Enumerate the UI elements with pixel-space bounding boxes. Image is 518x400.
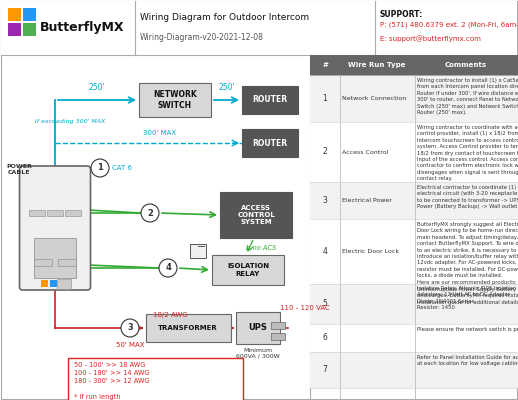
Text: E: support@butterflymx.com: E: support@butterflymx.com	[380, 35, 481, 42]
Text: 3: 3	[323, 196, 327, 205]
Bar	[242, 86, 298, 114]
Bar	[23, 8, 36, 21]
Bar	[220, 192, 292, 238]
Text: ACCESS
CONTROL
SYSTEM: ACCESS CONTROL SYSTEM	[237, 205, 275, 225]
Bar	[310, 284, 518, 324]
Bar	[271, 322, 285, 329]
Text: Electrical Power: Electrical Power	[342, 198, 392, 203]
Bar	[310, 182, 518, 219]
Bar	[50, 280, 57, 287]
Text: Wiring contractor to install (1) x Cat5e/Cat6
from each Intercom panel location : Wiring contractor to install (1) x Cat5e…	[417, 78, 518, 115]
Text: 110 - 120 VAC: 110 - 120 VAC	[280, 305, 330, 311]
Circle shape	[159, 259, 177, 277]
Text: Wiring contractor to coordinate with access
control provider, install (1) x 18/2: Wiring contractor to coordinate with acc…	[417, 125, 518, 181]
Circle shape	[91, 159, 109, 177]
Bar	[310, 122, 518, 182]
Bar	[8, 8, 21, 21]
Circle shape	[141, 204, 159, 222]
Text: POWER
CABLE: POWER CABLE	[7, 164, 33, 175]
Text: #: #	[322, 62, 328, 68]
Text: 6: 6	[323, 334, 327, 342]
FancyBboxPatch shape	[20, 166, 91, 290]
Text: Electrical contractor to coordinate (1)
electrical circuit (with 3-20 receptacle: Electrical contractor to coordinate (1) …	[417, 185, 518, 209]
Bar	[23, 23, 36, 36]
Text: 250': 250'	[218, 82, 235, 92]
Bar	[212, 255, 284, 285]
Text: UPS: UPS	[249, 324, 267, 332]
Text: Wire Run Type: Wire Run Type	[348, 62, 406, 68]
Text: P: (571) 480.6379 ext. 2 (Mon-Fri, 6am-10pm EST): P: (571) 480.6379 ext. 2 (Mon-Fri, 6am-1…	[380, 22, 518, 28]
Text: Electric Door Lock: Electric Door Lock	[342, 249, 399, 254]
Text: 1: 1	[97, 164, 103, 172]
Bar	[146, 314, 231, 342]
Bar	[8, 23, 21, 36]
Bar	[310, 55, 518, 75]
Text: ROUTER: ROUTER	[252, 138, 287, 148]
Text: 5: 5	[323, 300, 327, 308]
Text: 50' MAX: 50' MAX	[116, 342, 144, 348]
Bar	[34, 259, 52, 266]
Bar	[190, 244, 206, 258]
Text: Comments: Comments	[445, 62, 487, 68]
Bar	[1, 1, 517, 55]
Text: 4: 4	[165, 264, 171, 272]
Text: 300' MAX: 300' MAX	[143, 130, 177, 136]
Text: Network Connection: Network Connection	[342, 96, 406, 101]
Bar	[139, 83, 211, 117]
Text: CAT 6: CAT 6	[112, 165, 132, 171]
Text: TRANSFORMER: TRANSFORMER	[158, 325, 218, 331]
Text: 1: 1	[323, 94, 327, 103]
Text: 18/2 AWG: 18/2 AWG	[153, 312, 188, 318]
Bar	[41, 280, 48, 287]
Bar	[57, 279, 71, 289]
Bar	[310, 219, 518, 284]
Text: Please ensure the network switch is properly grounded.: Please ensure the network switch is prop…	[417, 327, 518, 332]
Text: 50 - 100' >> 18 AWG
100 - 180' >> 14 AWG
180 - 300' >> 12 AWG

* If run length
e: 50 - 100' >> 18 AWG 100 - 180' >> 14 AWG…	[74, 362, 150, 400]
Circle shape	[121, 319, 139, 337]
Text: 3: 3	[127, 324, 133, 332]
Text: 4: 4	[323, 247, 327, 256]
Text: Uninterruptible Power Supply Battery Backup. To prevent voltage drops
and surges: Uninterruptible Power Supply Battery Bac…	[417, 287, 518, 305]
Text: Minimum
600VA / 300W: Minimum 600VA / 300W	[236, 348, 280, 359]
Text: 7: 7	[323, 366, 327, 374]
Text: 2: 2	[147, 208, 153, 218]
Text: SUPPORT:: SUPPORT:	[380, 10, 423, 19]
Bar	[310, 352, 518, 388]
Text: Wiring-Diagram-v20-2021-12-08: Wiring-Diagram-v20-2021-12-08	[140, 34, 264, 42]
Text: Refer to Panel Installation Guide for additional details. Leave 6' service loop
: Refer to Panel Installation Guide for ad…	[417, 355, 518, 366]
Bar	[68, 358, 243, 400]
Text: If exceeding 300' MAX: If exceeding 300' MAX	[35, 120, 105, 124]
Text: ButterflyMX: ButterflyMX	[40, 20, 124, 34]
Text: ISOLATION
RELAY: ISOLATION RELAY	[227, 264, 269, 276]
Bar	[29, 210, 45, 216]
Text: ROUTER: ROUTER	[252, 96, 287, 104]
Text: Wiring Diagram for Outdoor Intercom: Wiring Diagram for Outdoor Intercom	[140, 14, 309, 22]
Text: If no ACS: If no ACS	[246, 245, 277, 251]
Bar	[236, 312, 280, 344]
Bar	[34, 238, 76, 278]
Bar	[58, 259, 76, 266]
Bar	[242, 129, 298, 157]
Text: NETWORK
SWITCH: NETWORK SWITCH	[153, 90, 197, 110]
Bar	[65, 210, 81, 216]
Bar	[47, 210, 63, 216]
Text: Access Control: Access Control	[342, 150, 388, 154]
Bar	[310, 75, 518, 122]
Bar	[310, 324, 518, 352]
Text: 2: 2	[323, 148, 327, 156]
Text: 250': 250'	[89, 82, 105, 92]
Bar	[271, 333, 285, 340]
Text: ButterflyMX strongly suggest all Electrical
Door Lock wiring to be home-run dire: ButterflyMX strongly suggest all Electri…	[417, 222, 518, 310]
